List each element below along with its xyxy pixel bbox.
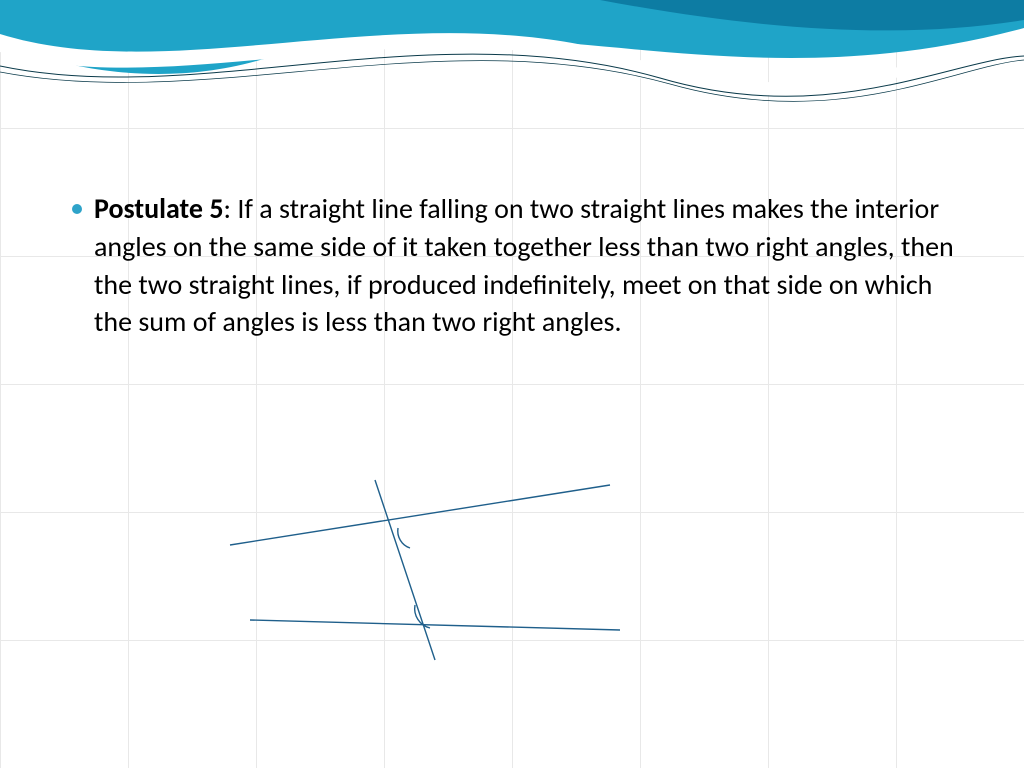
- bullet-item: Postulate 5: If a straight line falling …: [72, 190, 964, 341]
- geometry-diagram: [220, 470, 640, 670]
- postulate-label: Postulate 5: [94, 191, 224, 226]
- header-wave-decor: [0, 0, 1024, 140]
- slide-body: Postulate 5: If a straight line falling …: [72, 190, 964, 341]
- bullet-dot-icon: [72, 204, 82, 214]
- postulate-text: Postulate 5: If a straight line falling …: [94, 190, 964, 341]
- postulate-body: : If a straight line falling on two stra…: [94, 191, 954, 339]
